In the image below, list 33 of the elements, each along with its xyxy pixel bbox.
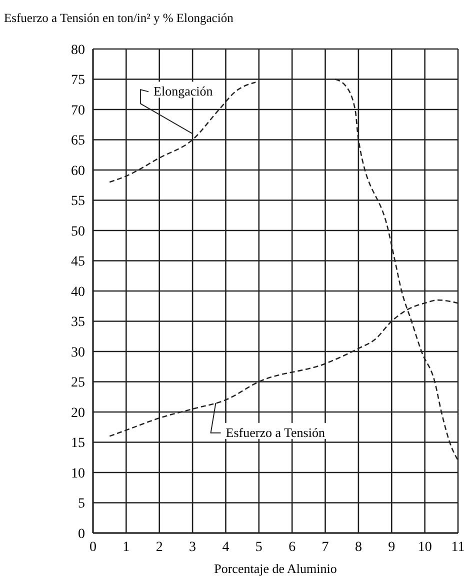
y-tick-label: 15 <box>71 436 85 452</box>
y-tick-label: 65 <box>71 134 85 149</box>
x-tick-label: 10 <box>418 540 432 555</box>
y-tick-label: 20 <box>71 406 85 421</box>
x-tick-label: 1 <box>122 540 130 555</box>
x-tick-label: 5 <box>255 540 262 555</box>
x-tick-label: 0 <box>90 540 96 555</box>
x-tick-label: 2 <box>156 540 163 555</box>
x-tick-label: 11 <box>451 540 465 555</box>
y-tick-label: 40 <box>71 284 85 300</box>
x-axis-title: Porcentaje de Aluminio <box>214 561 337 576</box>
y-tick-label: 60 <box>71 164 85 179</box>
y-tick-label: 50 <box>71 224 85 240</box>
x-tick-label: 6 <box>288 540 296 555</box>
x-tick-label: 3 <box>189 540 196 555</box>
y-tick-label: 0 <box>78 526 85 542</box>
x-tick-label: 8 <box>354 540 362 555</box>
y-tick-label: 10 <box>71 466 85 482</box>
y-tick-label: 70 <box>71 103 85 118</box>
x-tick-label: 7 <box>322 540 329 555</box>
y-tick-label: 45 <box>71 254 85 270</box>
y-tick-label: 75 <box>71 73 85 88</box>
y-tick-label: 30 <box>71 345 85 360</box>
annotation: Elongación <box>154 84 214 99</box>
y-tick-label: 80 <box>71 42 85 58</box>
annotation: Esfuerzo a Tensión <box>226 424 326 440</box>
y-tick-label: 25 <box>71 376 85 391</box>
chart-title: Esfuerzo a Tensión en ton/in² y % Elongación <box>4 11 234 25</box>
y-tick-label: 5 <box>78 496 85 512</box>
x-tick-label: 9 <box>388 540 396 555</box>
y-tick-label: 55 <box>71 194 85 210</box>
y-tick-label: 35 <box>71 315 85 330</box>
x-tick-label: 4 <box>222 540 230 555</box>
